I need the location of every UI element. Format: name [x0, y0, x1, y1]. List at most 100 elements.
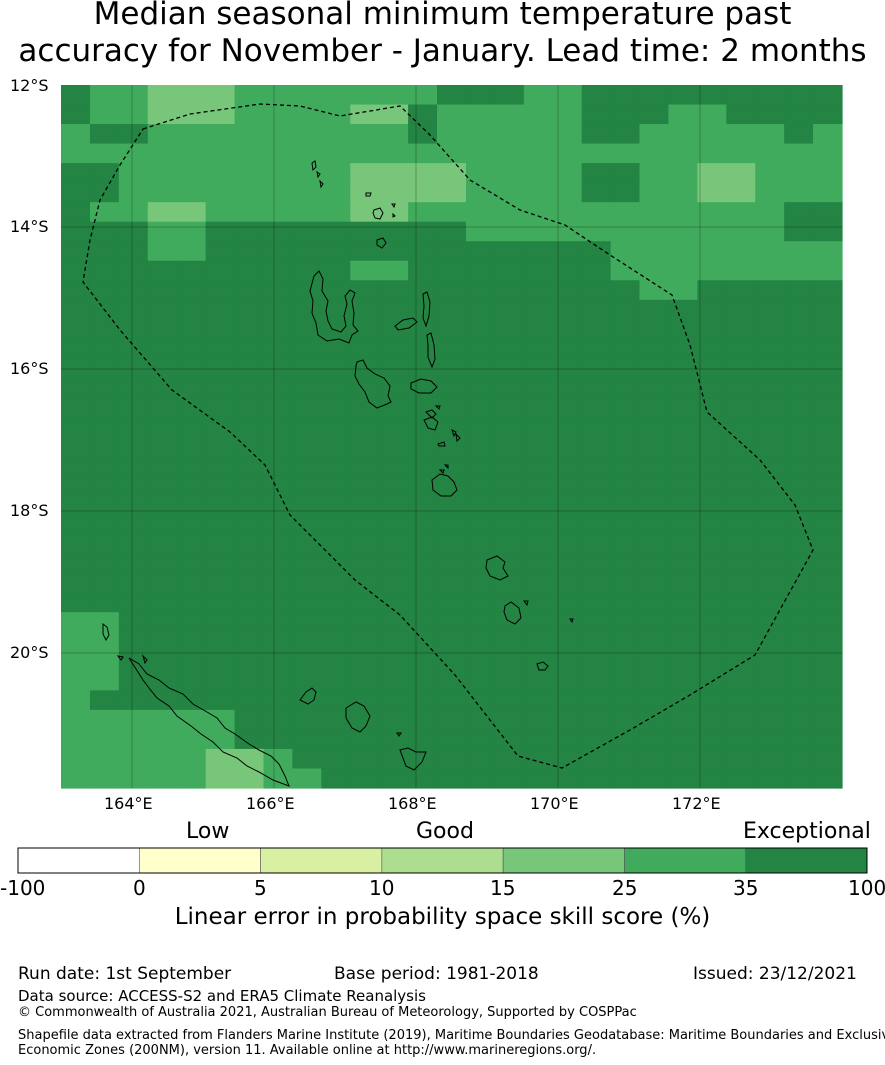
- grid-cell: [523, 729, 554, 750]
- grid-cell: [755, 651, 785, 672]
- grid-cell: [263, 651, 294, 672]
- grid-cell: [292, 651, 322, 672]
- grid-cell: [176, 436, 207, 457]
- grid-cell: [408, 456, 438, 477]
- grid-cell: [523, 709, 554, 731]
- grid-cell: [755, 221, 785, 242]
- grid-cell: [321, 163, 351, 184]
- grid-cell: [292, 416, 322, 438]
- grid-cell: [465, 416, 496, 438]
- grid-cell: [263, 534, 294, 555]
- grid-cell: [321, 202, 351, 223]
- grid-cell: [437, 748, 467, 770]
- grid-cell: [61, 651, 91, 672]
- grid-cell: [89, 514, 120, 535]
- grid-cell: [726, 534, 756, 555]
- grid-cell: [494, 416, 525, 438]
- grid-cell: [755, 338, 785, 359]
- grid-cell: [610, 456, 641, 477]
- grid-cell: [437, 436, 467, 457]
- grid-cell: [61, 709, 91, 731]
- grid-cell: [726, 260, 756, 281]
- grid-cell: [234, 709, 265, 731]
- grid-cell: [639, 534, 670, 555]
- grid-cell: [321, 397, 351, 418]
- grid-cell: [494, 299, 525, 320]
- grid-cell: [639, 143, 670, 164]
- grid-cell: [523, 748, 554, 770]
- grid-cell: [321, 690, 351, 711]
- grid-cell: [437, 124, 467, 145]
- grid-cell: [755, 670, 785, 691]
- grid-cell: [408, 260, 438, 281]
- grid-cell: [697, 299, 727, 320]
- grid-cell: [379, 651, 409, 672]
- grid-cell: [552, 651, 583, 672]
- grid-cell: [755, 573, 785, 594]
- grid-cell: [61, 690, 91, 711]
- grid-cell: [697, 163, 727, 184]
- grid-cell: [118, 377, 149, 399]
- grid-cell: [379, 709, 409, 731]
- grid-cell: [176, 241, 207, 262]
- grid-cell: [292, 729, 322, 750]
- grid-cell: [379, 338, 409, 359]
- grid-cell: [494, 436, 525, 457]
- grid-cell: [494, 241, 525, 262]
- grid-cell: [813, 709, 843, 731]
- grid-cell: [610, 729, 641, 750]
- grid-cell: [408, 280, 438, 301]
- lon-label-170e: 170°E: [530, 794, 579, 813]
- grid-cell: [523, 592, 554, 613]
- grid-cell: [610, 182, 641, 203]
- grid-cell: [552, 573, 583, 594]
- grid-cell: [639, 280, 670, 301]
- grid-cell: [465, 299, 496, 320]
- grid-cell: [118, 182, 149, 203]
- grid-cell: [697, 592, 727, 613]
- grid-cell: [465, 534, 496, 555]
- grid-cell: [350, 416, 380, 438]
- grid-cell: [61, 670, 91, 691]
- grid-cell: [668, 163, 698, 184]
- grid-cell: [668, 436, 698, 457]
- grid-cell: [639, 260, 670, 281]
- grid-cell: [89, 260, 120, 281]
- grid-cell: [494, 631, 525, 652]
- grid-cell: [610, 495, 641, 516]
- grid-cell: [523, 651, 554, 672]
- grid-cell: [234, 592, 265, 613]
- grid-cell: [726, 592, 756, 613]
- grid-cell: [205, 553, 236, 574]
- grid-cell: [89, 280, 120, 301]
- grid-cell: [581, 85, 612, 106]
- grid-cell: [408, 182, 438, 203]
- grid-cell: [668, 748, 698, 770]
- grid-cell: [784, 495, 814, 516]
- grid-cell: [350, 182, 380, 203]
- grid-cell: [263, 456, 294, 477]
- grid-cell: [437, 221, 467, 242]
- grid-cell: [292, 495, 322, 516]
- grid-cell: [61, 377, 91, 399]
- grid-cell: [552, 299, 583, 320]
- grid-cell: [263, 612, 294, 633]
- grid-cell: [755, 612, 785, 633]
- grid-cell: [408, 85, 438, 106]
- grid-cell: [755, 495, 785, 516]
- grid-cell: [697, 358, 727, 379]
- grid-cell: [234, 358, 265, 379]
- grid-cell: [813, 143, 843, 164]
- grid-cell: [465, 651, 496, 672]
- grid-cell: [639, 690, 670, 711]
- grid-cell: [205, 202, 236, 223]
- colorbar-swatch: [138, 847, 261, 874]
- grid-cell: [610, 202, 641, 223]
- grid-cell: [321, 221, 351, 242]
- grid-cell: [465, 104, 496, 125]
- grid-cell: [118, 397, 149, 418]
- grid-cell: [639, 456, 670, 477]
- grid-cell: [697, 416, 727, 438]
- grid-cell: [552, 397, 583, 418]
- grid-cell: [205, 612, 236, 633]
